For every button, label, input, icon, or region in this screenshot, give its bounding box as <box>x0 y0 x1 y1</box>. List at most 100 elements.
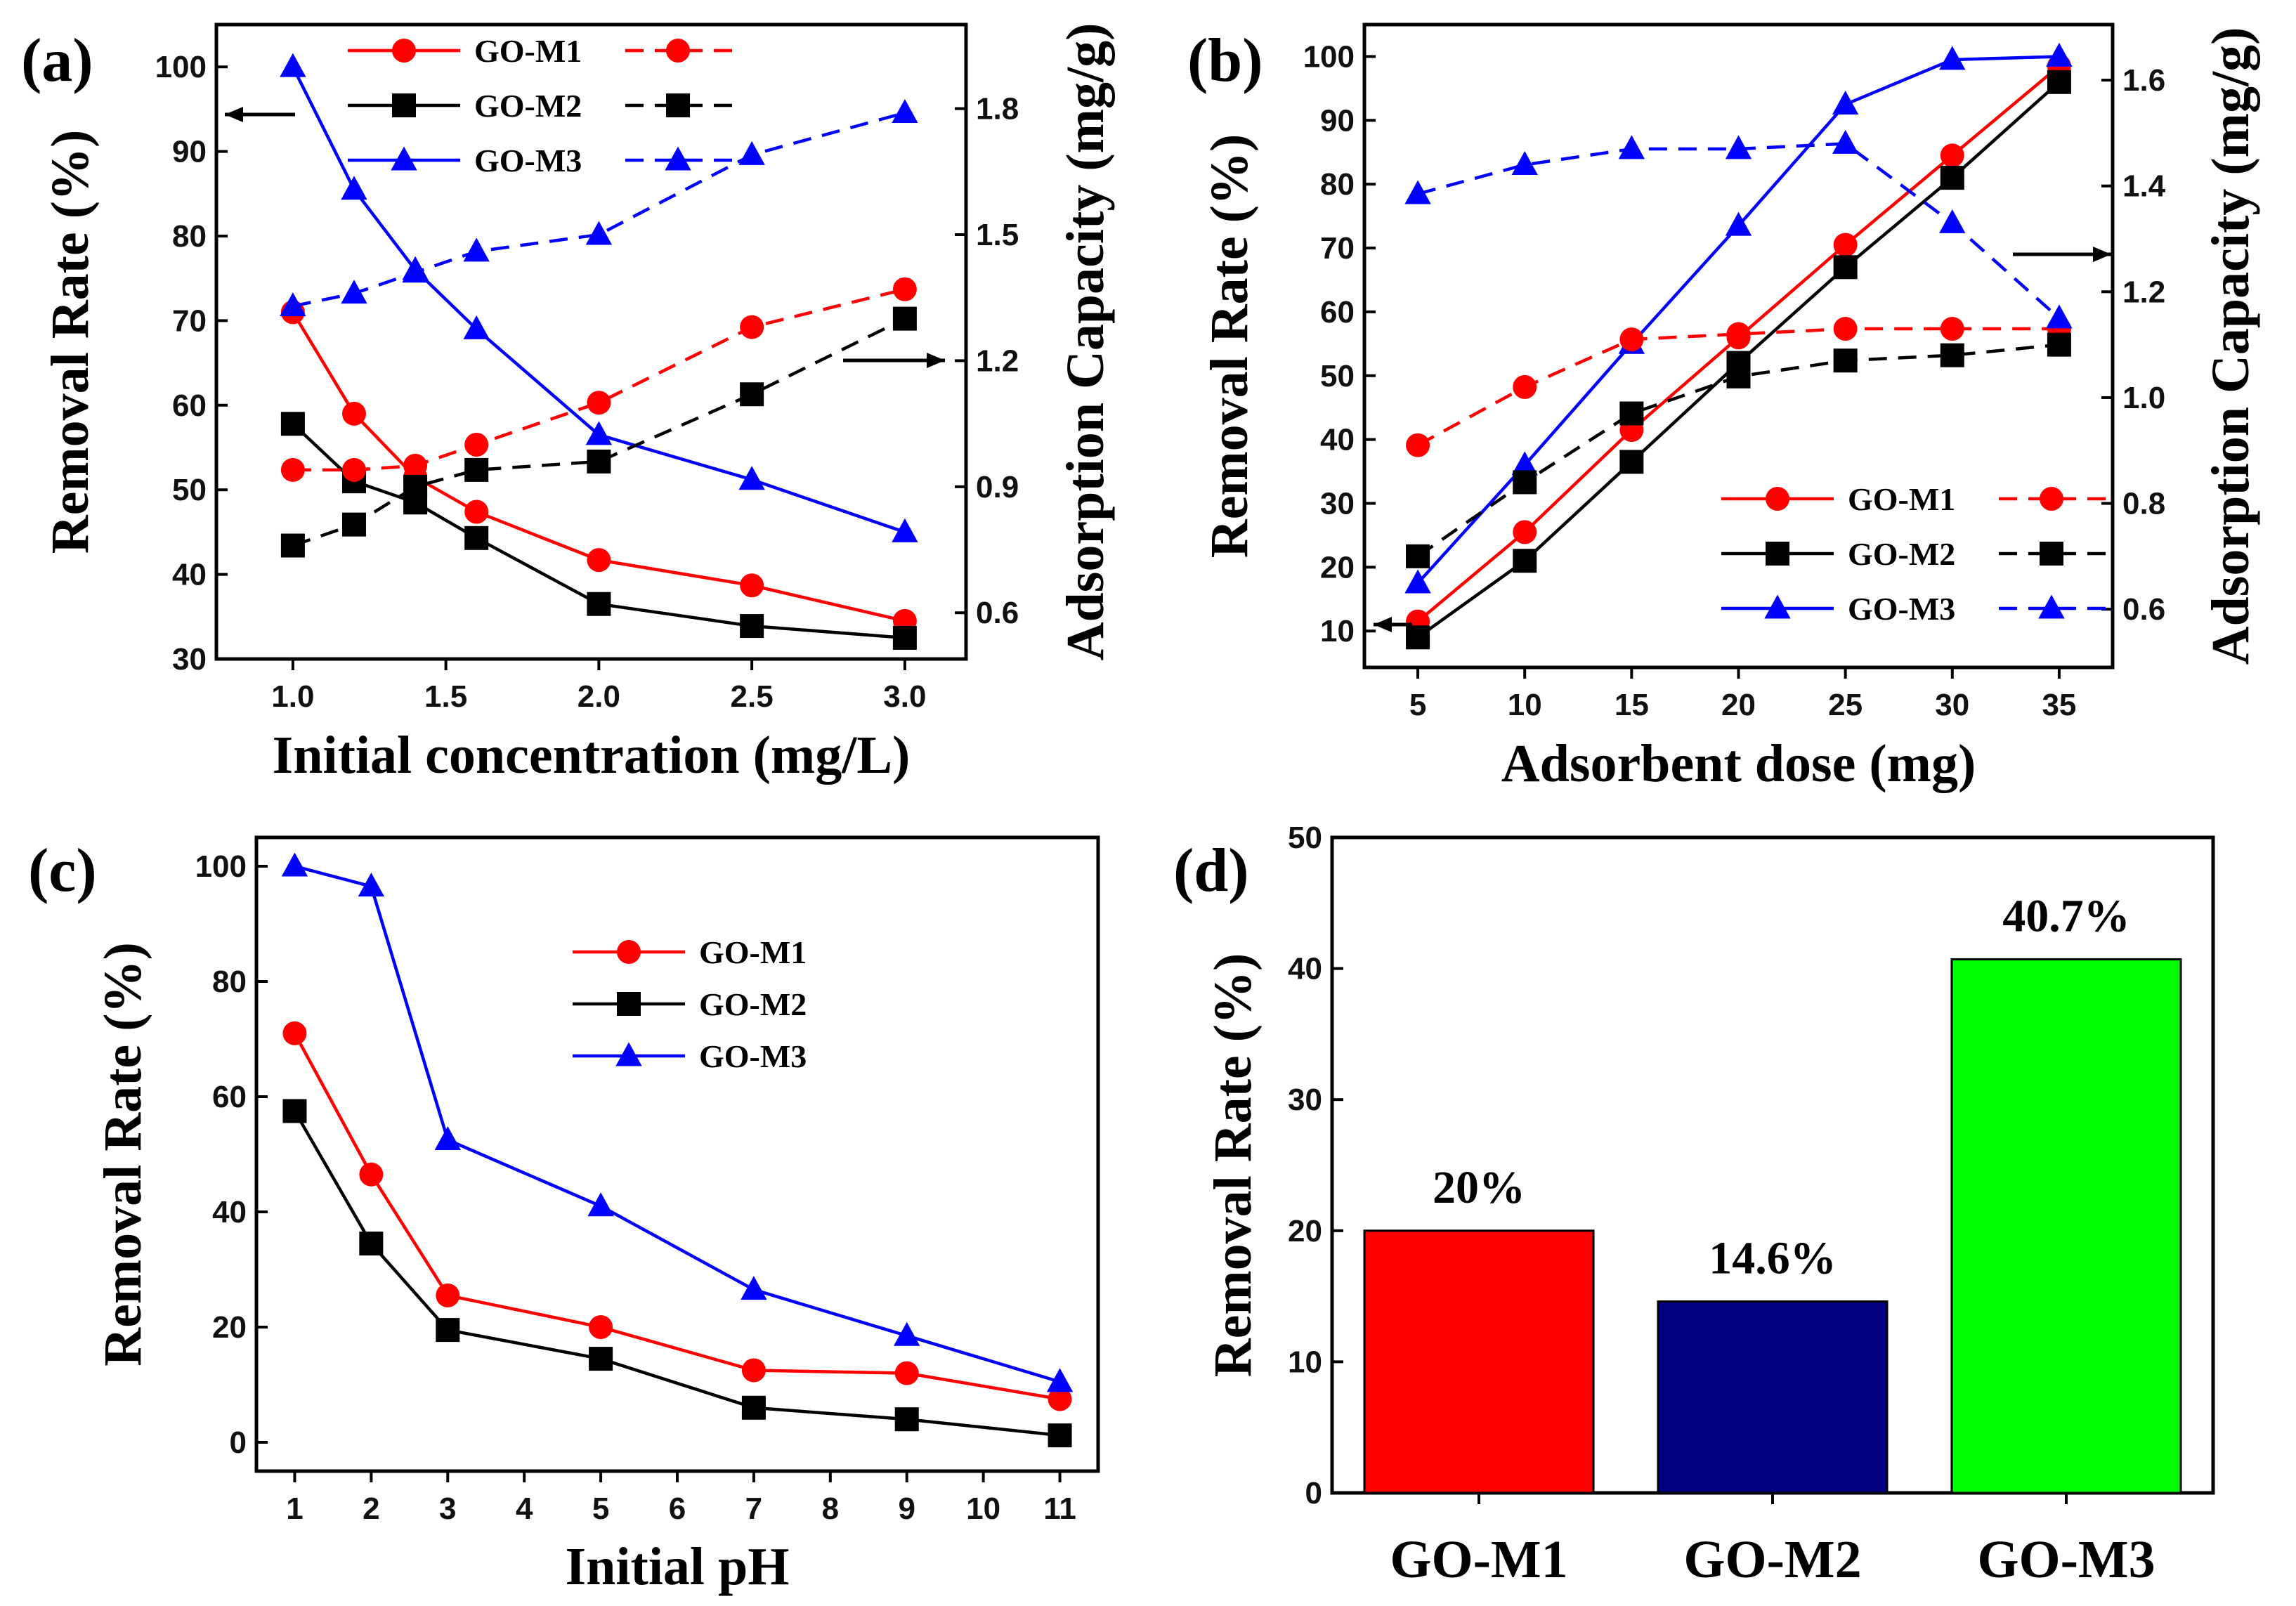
series-1 <box>282 1099 1072 1448</box>
data-point <box>403 453 428 478</box>
legend-label: GO-M2 <box>474 88 582 124</box>
legend-marker <box>665 146 691 171</box>
series-3 <box>280 277 917 482</box>
data-point <box>1404 180 1431 204</box>
x-tick-label: 4 <box>516 1491 533 1526</box>
y2-tick-label: 0.9 <box>976 470 1019 504</box>
data-point <box>894 1407 919 1432</box>
data-point <box>589 1315 613 1339</box>
x-tick-label: 15 <box>1615 688 1649 722</box>
data-point <box>1513 374 1537 399</box>
y-axis-title: Removal Rate (%) <box>41 130 100 554</box>
series-line <box>292 111 906 308</box>
panel-label: (b) <box>1187 27 1263 95</box>
data-point <box>280 53 306 77</box>
data-point <box>740 573 764 598</box>
y-tick-label: 50 <box>1320 359 1355 393</box>
data-point <box>1940 166 1964 190</box>
legend-marker <box>617 940 641 964</box>
data-point <box>1940 143 1964 168</box>
legend-marker <box>1766 487 1789 511</box>
y-tick-label: 0 <box>230 1425 247 1460</box>
y-tick-label: 30 <box>1320 486 1355 521</box>
data-point <box>1726 322 1751 346</box>
data-point <box>436 1283 460 1307</box>
panel-label: (d) <box>1173 837 1249 905</box>
chart-panel-b: (b) 10 20 30 40 50 60 70 80 90 100 Removal Rate (%)… <box>1187 22 2260 793</box>
y2-axis-title: Adsorption Capacity (mg/g) <box>1056 23 1115 661</box>
data-point <box>1725 135 1752 159</box>
series-0 <box>282 1021 1072 1411</box>
data-point <box>587 1192 614 1217</box>
data-point <box>587 592 611 616</box>
series-line <box>293 1032 1060 1401</box>
y2-tick-label: 1.5 <box>976 218 1019 252</box>
data-point <box>282 1021 307 1045</box>
legend-marker <box>615 1042 642 1066</box>
legend: GO-M1 GO-M2 GO-M3 <box>573 934 807 1074</box>
y-tick-label: 70 <box>172 303 207 338</box>
data-point <box>1513 520 1537 544</box>
data-point <box>1939 46 1966 70</box>
x-tick-label: 8 <box>822 1491 839 1526</box>
legend-marker <box>666 39 690 63</box>
data-point <box>1939 209 1966 233</box>
data-point <box>2047 332 2071 357</box>
series-2 <box>280 53 918 542</box>
series-5 <box>1404 129 2073 329</box>
right-axis-arrow-head <box>927 353 945 368</box>
left-axis-arrow-head <box>225 107 243 122</box>
y-tick-label: 10 <box>1288 1345 1322 1379</box>
data-point <box>464 500 489 524</box>
data-point <box>1832 91 1859 115</box>
y-tick-label: 0 <box>1305 1476 1322 1510</box>
y2-tick-label: 1.4 <box>2122 169 2166 204</box>
data-point <box>359 1162 384 1187</box>
legend-label: GO-M1 <box>1848 481 1955 517</box>
x-tick-label: 20 <box>1721 688 1756 722</box>
data-point <box>463 315 490 339</box>
y-tick-label: 40 <box>212 1195 247 1229</box>
y-tick-label: 100 <box>195 849 247 884</box>
x-tick-label: 2.0 <box>578 679 620 714</box>
plot-frame <box>214 22 968 661</box>
x-tick-label: 6 <box>669 1491 686 1526</box>
series-4 <box>280 306 917 558</box>
x-tick-label: 10 <box>1508 688 1542 722</box>
data-point <box>1406 625 1430 650</box>
x-tick-label: 5 <box>1409 688 1426 722</box>
x-tick-label: 1.0 <box>271 679 314 714</box>
x-tick-label: 1 <box>286 1491 303 1526</box>
right-axis-arrow-head <box>2093 247 2111 262</box>
data-point <box>2046 304 2073 329</box>
plot-frame <box>254 835 1100 1473</box>
y-tick-label: 80 <box>212 965 247 999</box>
y-tick-label: 60 <box>1320 295 1355 329</box>
data-point <box>281 852 308 877</box>
bar-data-label: 14.6% <box>1709 1233 1837 1284</box>
legend-label: GO-M2 <box>699 986 807 1022</box>
bar-go-m2 <box>1657 1300 1889 1494</box>
data-point <box>585 221 613 245</box>
legend-label: GO-M1 <box>699 934 807 970</box>
data-point <box>892 277 917 301</box>
data-point <box>282 1099 307 1123</box>
legend-marker <box>392 39 416 63</box>
panel-label: (a) <box>21 27 93 95</box>
data-point <box>741 1358 766 1383</box>
legend-marker <box>2040 487 2063 511</box>
legend-label: GO-M3 <box>699 1038 807 1074</box>
y2-tick-label: 1.2 <box>976 344 1019 378</box>
data-point <box>1726 364 1751 389</box>
data-point <box>402 259 429 283</box>
y-tick-label: 30 <box>172 642 207 677</box>
legend-label: GO-M3 <box>474 143 582 178</box>
legend-marker <box>2040 542 2063 566</box>
data-point <box>587 449 611 474</box>
data-point <box>740 315 764 339</box>
data-point <box>1833 255 1858 280</box>
data-point <box>1833 233 1858 257</box>
x-tick-label: 1.5 <box>424 679 467 714</box>
series-1 <box>1406 70 2071 650</box>
y-tick-label: 50 <box>1288 821 1322 855</box>
